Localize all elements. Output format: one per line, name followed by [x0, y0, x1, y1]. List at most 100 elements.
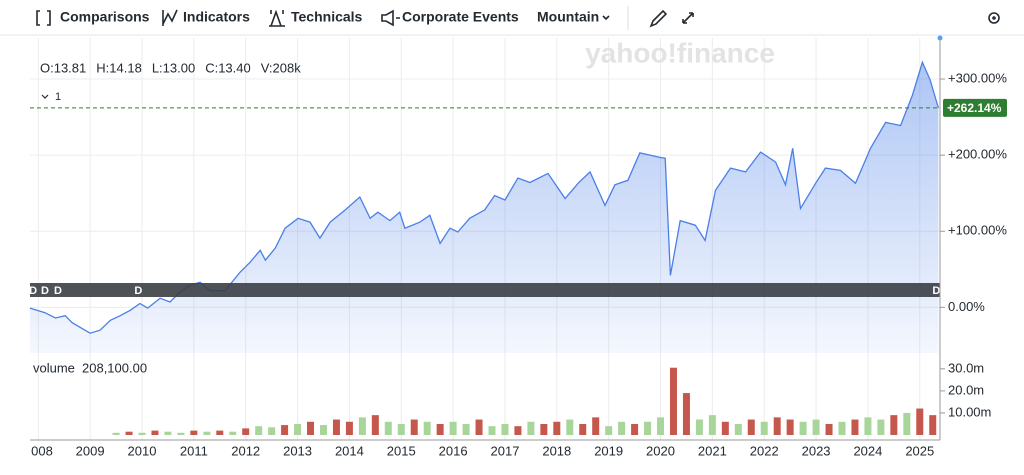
price-line — [29, 60, 940, 334]
volume-bar — [501, 423, 509, 435]
volume-bar — [332, 419, 340, 435]
volume-bar — [488, 426, 496, 435]
volume-bar — [190, 430, 198, 435]
volume-bar — [799, 421, 807, 435]
corporate-events-button[interactable]: Corporate Events — [402, 9, 519, 25]
volume-bar — [566, 419, 574, 435]
event-marker: D — [41, 285, 49, 297]
volume-bar — [838, 421, 846, 435]
volume-bar — [929, 415, 937, 435]
comparisons-button[interactable]: Comparisons — [60, 9, 150, 25]
settings-dot — [992, 16, 996, 20]
x-tick-label: 2020 — [646, 443, 675, 458]
volume-bar — [151, 430, 159, 435]
chart-type-button[interactable]: Mountain — [537, 9, 599, 25]
volume-bar — [786, 419, 794, 435]
mountain-area — [30, 62, 939, 354]
event-marker: D — [54, 285, 62, 297]
volume-bar — [540, 423, 548, 435]
settings-button[interactable] — [988, 12, 1000, 24]
event-marker: D — [29, 285, 37, 297]
volume-bar — [877, 419, 885, 435]
volume-label: volume — [33, 360, 75, 375]
last-value-badge — [943, 98, 1007, 117]
volume-bar — [618, 421, 626, 435]
x-tick-label: 2021 — [698, 443, 727, 458]
x-tick-label: 2011 — [180, 443, 208, 458]
volume-bar — [916, 408, 924, 435]
x-tick-label: 008 — [31, 443, 53, 458]
x-tick-label: 2013 — [283, 443, 312, 458]
volume-bar — [812, 419, 820, 435]
volume-bar — [631, 423, 639, 435]
volume-bar — [410, 419, 418, 435]
volume-bar — [138, 432, 146, 435]
volume-bar — [695, 419, 703, 435]
chevron-icon[interactable] — [602, 15, 610, 21]
indicator-chevron — [41, 94, 49, 99]
volume-bar — [579, 423, 587, 435]
comparisons-icon[interactable] — [36, 10, 51, 26]
volume-bar — [436, 423, 444, 435]
ohlc-value: H:14.18 — [96, 60, 142, 75]
event-marker: D — [134, 285, 142, 297]
volume-bar — [281, 425, 289, 435]
volume-bar — [864, 417, 872, 435]
x-tick-label: 2014 — [335, 443, 364, 458]
volume-bar — [255, 426, 263, 435]
volume-bar — [229, 431, 237, 435]
x-tick-label: 2023 — [802, 443, 831, 458]
volume-bar — [721, 421, 729, 435]
volume-bar — [268, 427, 276, 435]
volume-bar — [669, 367, 677, 435]
x-tick-label: 2022 — [750, 443, 779, 458]
volume-bar — [657, 417, 665, 435]
volume-bar — [773, 417, 781, 435]
events-icon[interactable] — [381, 9, 400, 27]
volume-bar — [242, 428, 250, 435]
volume-bar — [371, 415, 379, 435]
volume-bar — [475, 419, 483, 435]
volume-bar — [203, 431, 211, 435]
volume-bar — [164, 431, 172, 435]
events-band — [30, 283, 940, 297]
volume-bar — [345, 421, 353, 435]
indicators-icon[interactable] — [162, 9, 178, 26]
technicals-icon[interactable] — [269, 9, 285, 27]
volume-bar — [216, 430, 224, 435]
volume-bar — [553, 421, 561, 435]
x-tick-label: 2015 — [387, 443, 416, 458]
x-tick-label: 2010 — [128, 443, 157, 458]
volume-bar — [851, 419, 859, 435]
volume-bar — [734, 423, 742, 435]
volume-bar — [527, 421, 535, 435]
indicator-count: 1 — [55, 91, 61, 103]
x-tick-label: 2009 — [76, 443, 105, 458]
volume-bar — [294, 423, 302, 435]
volume-bar — [384, 421, 392, 435]
volume-bar — [644, 421, 652, 435]
x-tick-label: 2017 — [491, 443, 520, 458]
indicators-button[interactable]: Indicators — [183, 9, 250, 25]
volume-bar — [307, 421, 315, 435]
volume-bar — [605, 426, 613, 435]
event-marker: D — [932, 285, 940, 297]
draw-button[interactable] — [649, 9, 668, 28]
volume-bar — [319, 425, 327, 435]
ohlc-value: O:13.81 — [40, 60, 86, 75]
volume-bar — [825, 423, 833, 435]
volume-bar — [125, 431, 133, 435]
volume-bar — [397, 423, 405, 435]
watermark: yahoo!finance — [585, 37, 775, 68]
x-tick-label: 2019 — [594, 443, 623, 458]
volume-bar — [423, 421, 431, 435]
y-tick-label: +300.00% — [948, 70, 1007, 85]
volume-bar — [449, 421, 457, 435]
expand-button[interactable] — [682, 12, 694, 24]
technicals-button[interactable]: Technicals — [291, 9, 363, 25]
volume-current: 208,100.00 — [82, 360, 147, 375]
volume-bar — [747, 419, 755, 435]
x-tick-label: 2016 — [439, 443, 468, 458]
volume-tick-label: 10.00m — [948, 404, 991, 419]
volume-bar — [890, 415, 898, 435]
